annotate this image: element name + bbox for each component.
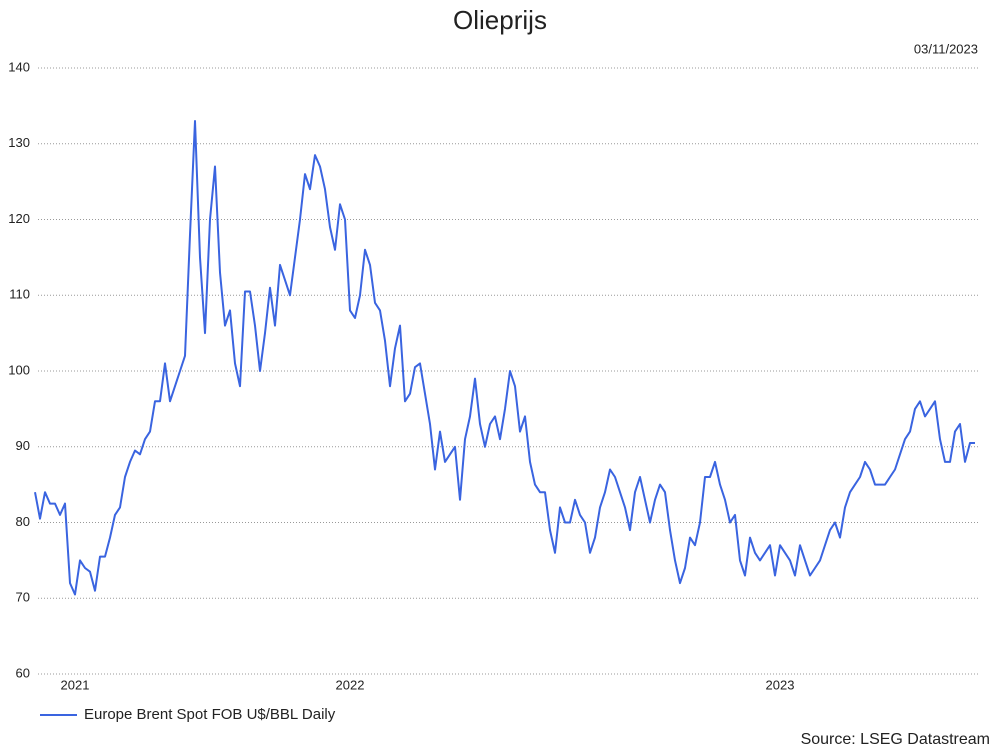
y-tick-label: 70 xyxy=(16,590,30,605)
x-tick-label: 2023 xyxy=(766,677,795,692)
y-tick-label: 140 xyxy=(8,59,30,74)
y-tick-label: 80 xyxy=(16,514,30,529)
source-label: Source: LSEG Datastream xyxy=(801,731,990,748)
chart-title: Olieprijs xyxy=(453,5,547,35)
y-tick-label: 110 xyxy=(9,287,30,302)
y-tick-label: 130 xyxy=(8,135,30,150)
x-tick-label: 2022 xyxy=(336,677,365,692)
y-tick-label: 100 xyxy=(8,362,30,377)
y-tick-label: 60 xyxy=(16,665,30,680)
date-label: 03/11/2023 xyxy=(914,41,978,56)
y-tick-label: 90 xyxy=(16,438,30,453)
y-tick-label: 120 xyxy=(8,211,30,226)
legend-label: Europe Brent Spot FOB U$/BBL Daily xyxy=(84,706,336,723)
data-line xyxy=(34,120,975,596)
x-tick-label: 2021 xyxy=(61,677,90,692)
